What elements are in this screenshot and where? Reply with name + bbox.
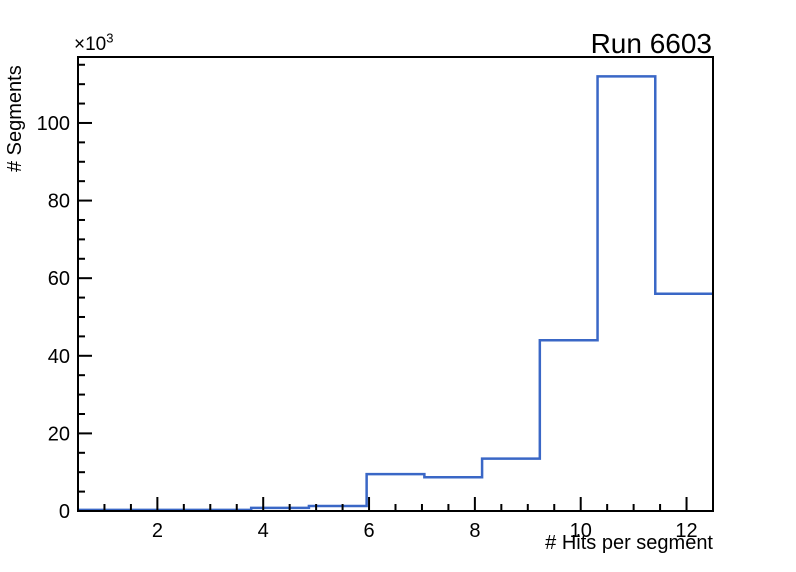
x-axis-title: # Hits per segment	[545, 532, 713, 554]
y-tick-label: 0	[59, 501, 70, 523]
x-tick-label: 12	[675, 520, 697, 542]
y-tick-label: 20	[48, 423, 70, 445]
y-tick-label: 80	[48, 191, 70, 213]
x-tick-label: 4	[258, 520, 269, 542]
y-axis-multiplier-exponent: 3	[106, 30, 114, 46]
y-axis-title: # Segments	[4, 65, 26, 172]
x-tick-label: 8	[469, 520, 480, 542]
histogram-line	[78, 75, 713, 512]
y-axis-multiplier-base: ×10	[74, 34, 107, 55]
x-tick-label: 6	[363, 520, 374, 542]
plot-frame	[77, 56, 714, 512]
x-tick-label: 2	[152, 520, 163, 542]
y-tick-label: 60	[48, 268, 70, 290]
y-axis-multiplier: ×103	[74, 30, 114, 56]
y-tick-label: 100	[37, 113, 70, 135]
y-tick-label: 40	[48, 346, 70, 368]
chart-title: Run 6603	[590, 28, 712, 59]
x-tick-label: 10	[570, 520, 592, 542]
